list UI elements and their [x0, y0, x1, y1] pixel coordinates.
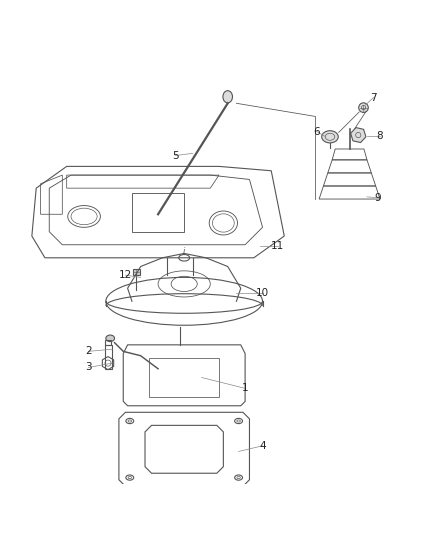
Ellipse shape — [359, 103, 368, 112]
Text: 7: 7 — [370, 93, 377, 103]
Text: 5: 5 — [172, 150, 179, 160]
Text: 4: 4 — [259, 441, 266, 451]
Text: 10: 10 — [256, 288, 269, 297]
Bar — [105, 345, 112, 369]
Ellipse shape — [322, 131, 338, 143]
Text: 11: 11 — [271, 240, 284, 251]
Bar — [106, 341, 111, 345]
Ellipse shape — [106, 335, 115, 342]
Ellipse shape — [223, 91, 233, 103]
Text: 3: 3 — [85, 362, 92, 373]
Bar — [133, 269, 140, 275]
Text: 2: 2 — [85, 346, 92, 357]
Text: 8: 8 — [377, 131, 383, 141]
Text: i: i — [183, 247, 185, 256]
Text: 12: 12 — [119, 270, 132, 280]
Text: 9: 9 — [374, 193, 381, 203]
Text: 6: 6 — [314, 126, 320, 136]
Text: 1: 1 — [242, 383, 248, 393]
